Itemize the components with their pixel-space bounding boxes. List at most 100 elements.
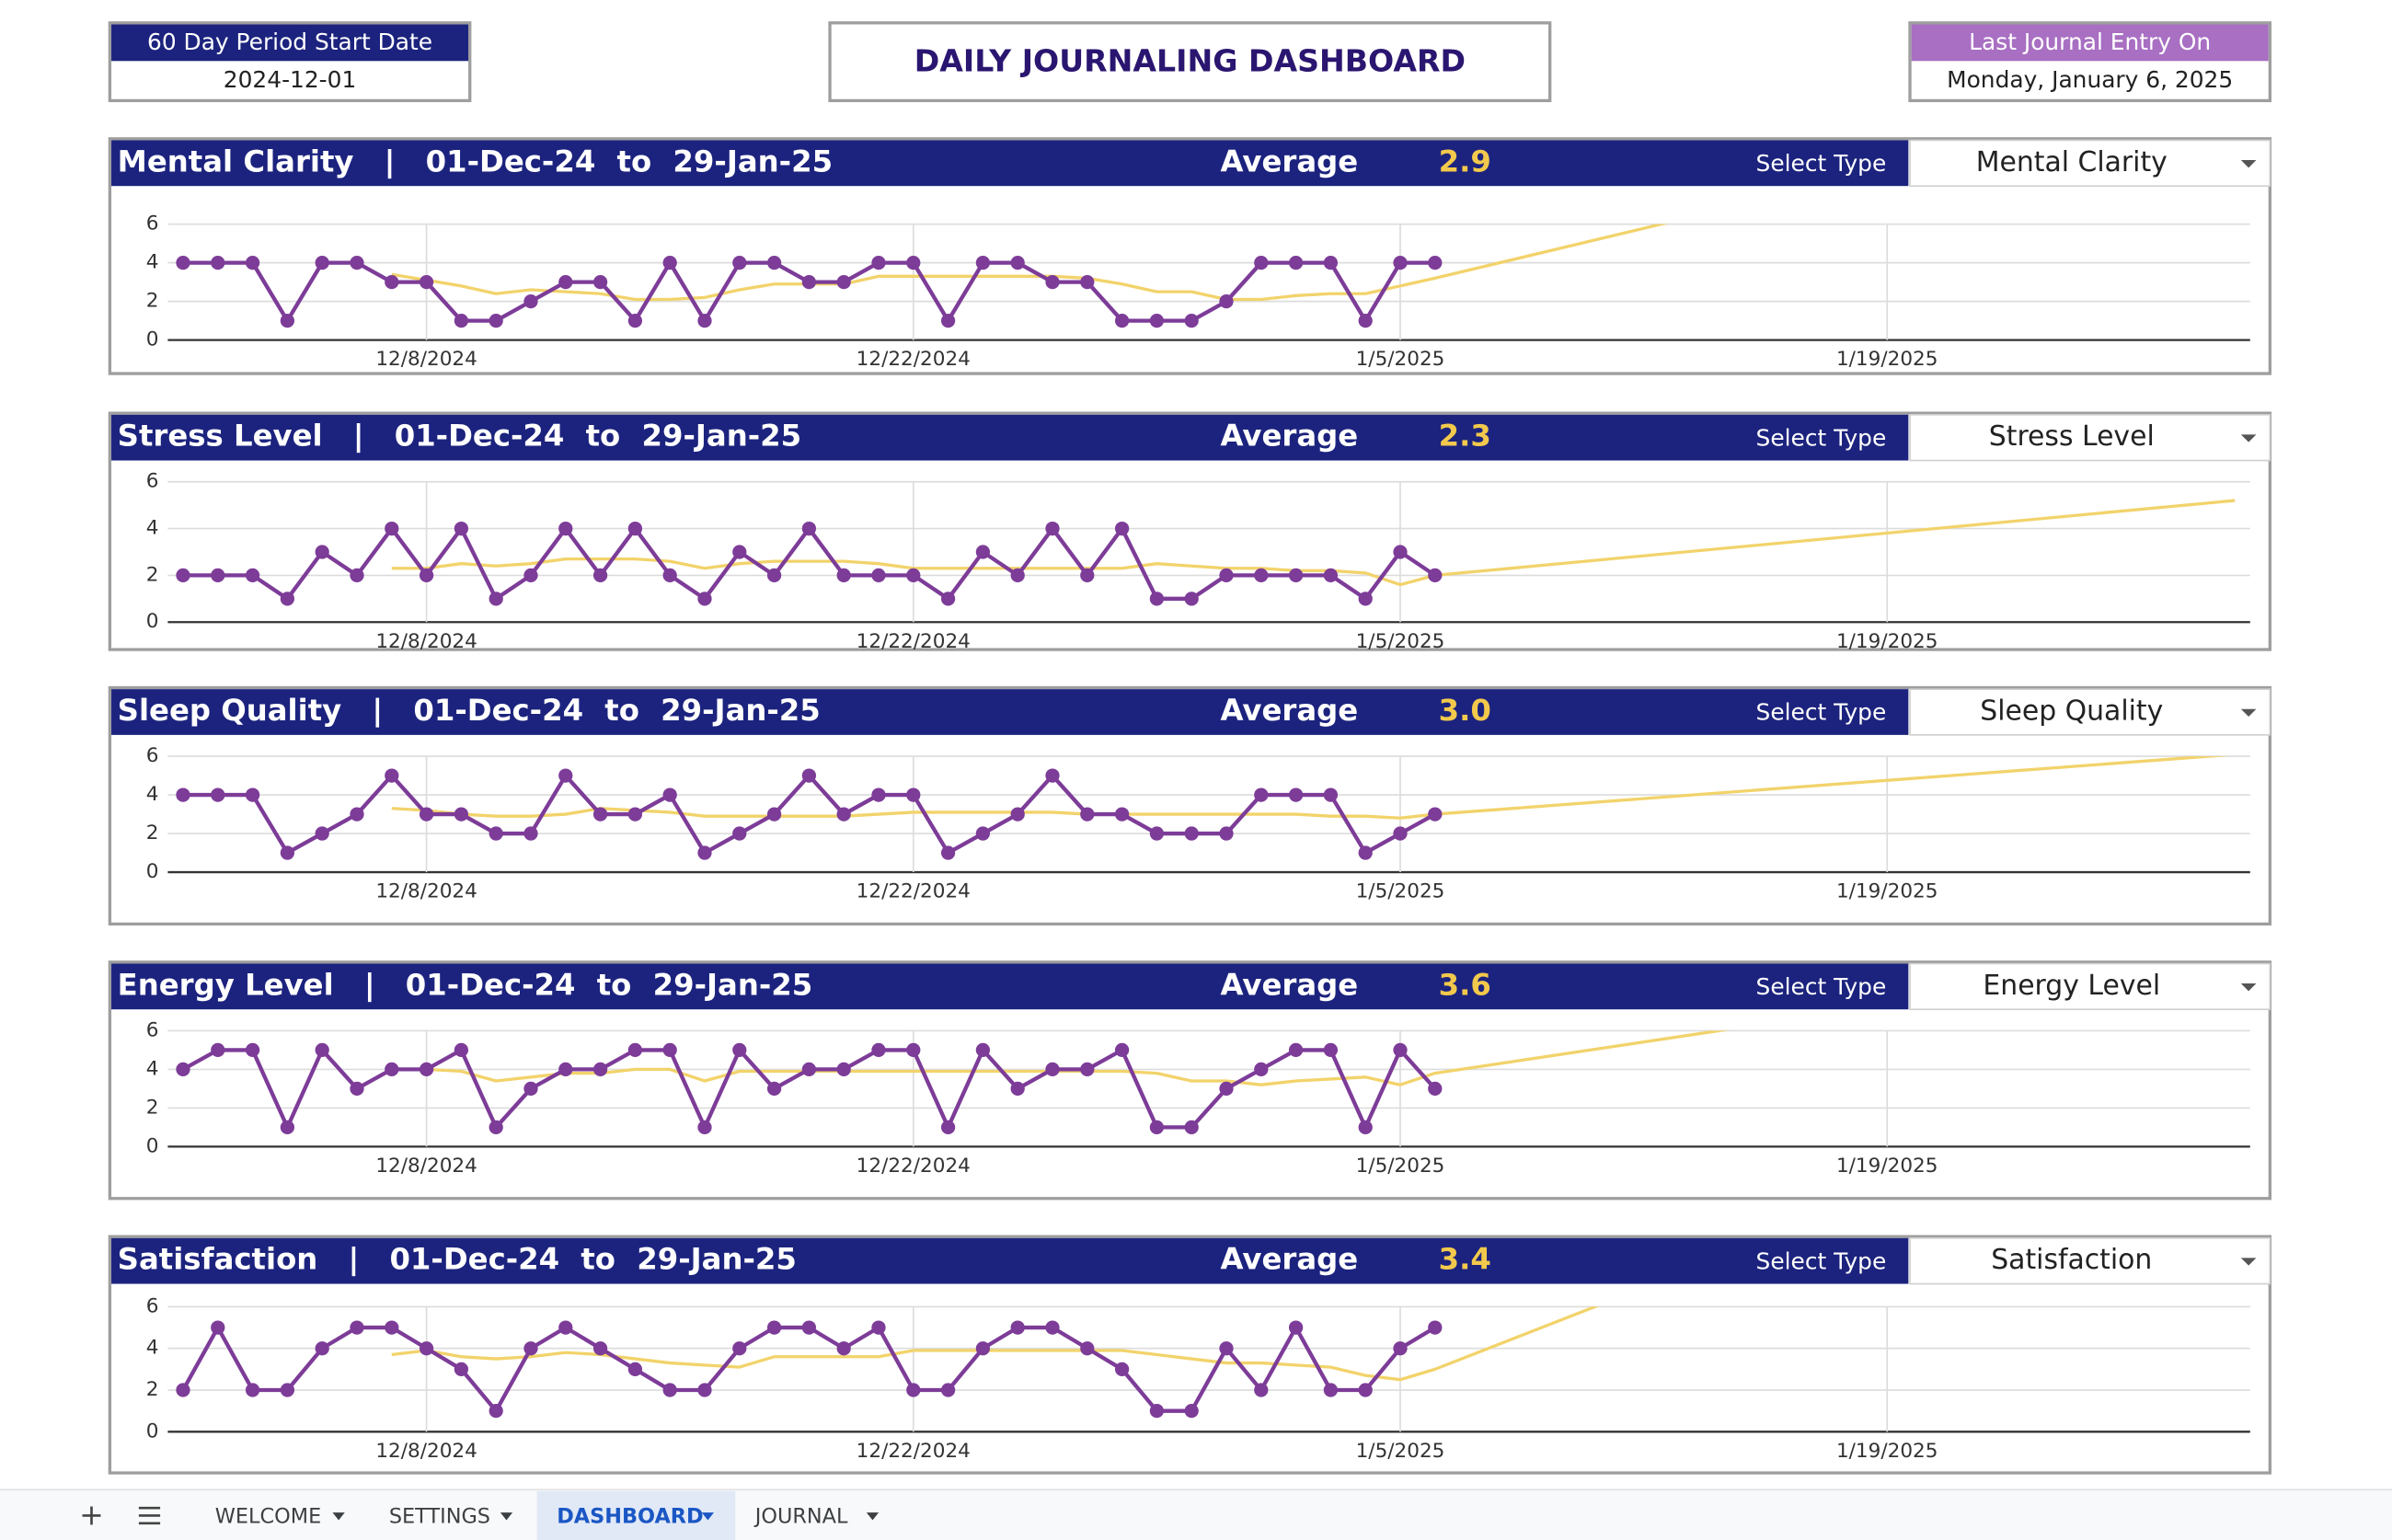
data-point [766,256,782,270]
type-dropdown[interactable]: Satisfaction [1909,1237,2271,1285]
tab-arrow [701,1512,715,1521]
active-tab-bg [536,1490,736,1540]
y-tick-label: 2 [146,1096,159,1119]
data-point [1045,274,1060,290]
x-tick-label: 1/5/2025 [1356,348,1445,371]
x-tick-label: 12/8/2024 [375,630,477,653]
data-point [1393,256,1408,270]
data-point [315,1042,329,1058]
data-point [1323,787,1339,802]
dropdown-arrow [2240,434,2257,442]
average-label: Average [1221,1242,1359,1277]
data-point [627,521,643,536]
data-point [1358,845,1373,860]
data-point [245,568,260,583]
separator: | [372,693,383,729]
data-point [1080,274,1095,290]
data-point [1323,256,1339,270]
last-entry-value: Monday, January 6, 2025 [1947,66,2233,93]
dropdown-value: Mental Clarity [1976,146,2168,178]
data-point [315,1341,329,1356]
tab-bar [0,1489,2392,1540]
data-point [732,256,747,270]
x-tick-label: 1/19/2025 [1836,630,1938,653]
sheet-tab[interactable]: SETTINGS [389,1505,513,1529]
start-date-label: 60 Day Period Start Date [147,29,432,55]
data-point [662,787,677,802]
data-point [1288,787,1304,802]
y-tick-label: 4 [146,251,159,274]
data-point [350,1081,364,1097]
select-type-label: Select Type [1756,699,1887,726]
chart-panel: Satisfaction | 01-Dec-24 to 29-Jan-25 Average… [108,1235,2272,1475]
data-point [906,568,921,583]
data-point [1184,826,1199,841]
data-point [1288,568,1304,583]
data-point [801,274,817,290]
data-point [766,1081,782,1097]
x-tick-label: 12/22/2024 [857,1155,971,1178]
data-point [1358,313,1373,328]
data-point [906,787,921,802]
x-tick-label: 12/22/2024 [857,630,971,653]
chart-title: Sleep Quality [118,693,342,728]
data-point [211,1042,225,1058]
data-point [280,1383,295,1397]
data-point [1254,568,1269,583]
data-point [1219,568,1234,583]
sheet-tab[interactable]: WELCOME [215,1505,345,1529]
trend-line [391,499,2236,587]
x-tick-label: 12/22/2024 [857,1440,971,1463]
data-point [592,274,608,290]
data-point [1045,768,1060,783]
data-point [1288,1042,1304,1058]
chart-banner [111,689,1909,735]
y-tick-label: 6 [146,1294,159,1317]
data-point [940,592,956,606]
title-box [828,21,1552,103]
sheet-tab-label: DASHBOARD [557,1505,703,1529]
data-point [489,592,503,606]
data-point [627,1362,643,1376]
sheet-tab-label: WELCOME [215,1505,321,1529]
data-point [1080,1341,1095,1356]
all-sheets-button[interactable] [138,1506,161,1525]
data-point [419,568,434,583]
period-end: 29-Jan-25 [642,419,802,454]
data-point [280,845,295,860]
trend-line [391,224,1668,302]
data-point [871,787,886,802]
type-dropdown[interactable]: Mental Clarity [1909,139,2271,188]
x-tick-label: 12/8/2024 [375,880,477,903]
tab-arrow [500,1512,513,1521]
data-point [1254,787,1269,802]
data-point [940,1120,956,1135]
data-point [1080,568,1095,583]
data-point [1428,568,1443,583]
data-point [523,293,538,309]
type-dropdown[interactable]: Sleep Quality [1909,688,2271,736]
chart-banner-text: Mental Clarity | 01-Dec-24 to 29-Jan-25 [118,144,833,179]
data-point [558,274,573,290]
data-point [1114,521,1130,536]
data-point [1045,521,1060,536]
sheet-tab[interactable]: DASHBOARD [536,1490,736,1540]
x-tick-label: 1/5/2025 [1356,1440,1445,1463]
data-point [1080,807,1095,822]
type-dropdown[interactable]: Energy Level [1909,962,2271,1011]
data-point [454,807,469,822]
type-dropdown[interactable]: Stress Level [1909,413,2271,462]
y-tick-label: 4 [146,1057,159,1080]
data-point [385,274,399,290]
x-tick-label: 1/19/2025 [1836,880,1938,903]
data-point [1393,1042,1408,1058]
dropdown-arrow [2240,983,2257,992]
chart-banner-text: Satisfaction | 01-Dec-24 to 29-Jan-25 [118,1242,797,1278]
data-point [627,313,643,328]
dropdown-box [1909,962,2271,1011]
separator: | [348,1242,359,1278]
add-sheet-button[interactable] [82,1506,101,1525]
sheet-tab[interactable]: JOURNAL [753,1505,880,1529]
trend-line [391,756,2230,820]
